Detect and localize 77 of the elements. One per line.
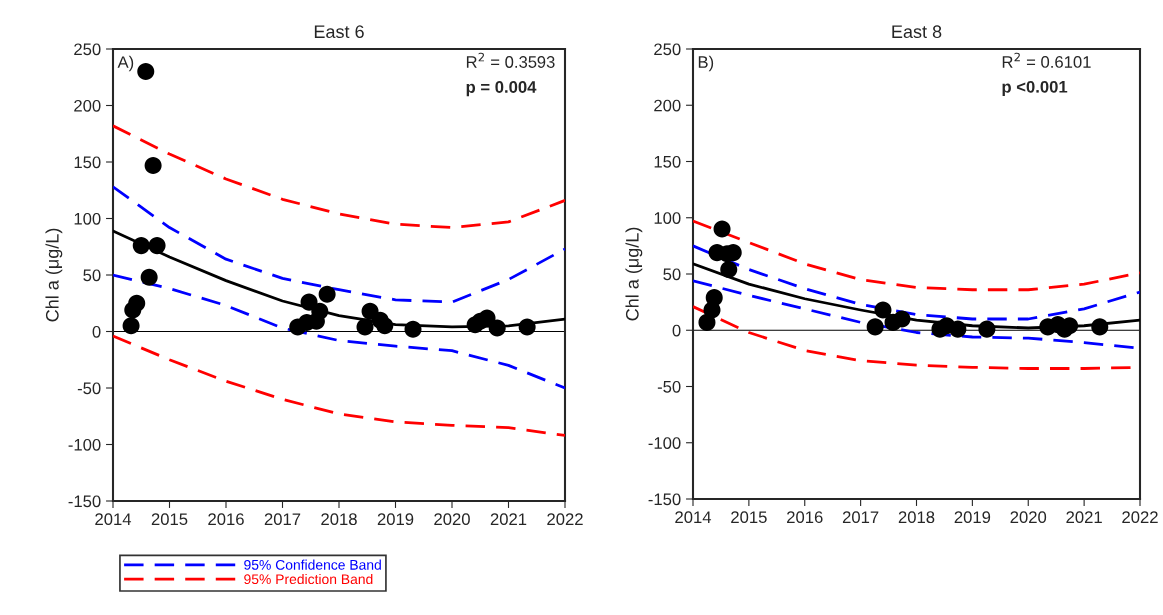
line-series (113, 273, 565, 390)
x-tick-label: 2022 (1122, 511, 1158, 524)
point (866, 318, 884, 336)
y-axis-title: Chl a (μg/L) (45, 228, 63, 322)
chart-title: East 8 (892, 25, 942, 39)
y-tick-label: 200 (74, 99, 101, 112)
x-tick-label: 2019 (377, 513, 414, 526)
y-tick-label: 50 (663, 268, 681, 281)
annotation: R$^{2}$ = 0.3593 (466, 52, 555, 68)
point (893, 310, 911, 328)
text: 95% Confidence Band (244, 559, 381, 570)
y-tick-label: 50 (83, 269, 101, 282)
y-tick-label: -150 (648, 493, 681, 506)
point (318, 285, 336, 303)
y-tick-label: 0 (672, 324, 681, 337)
annotation: B) (698, 55, 714, 72)
x-tick-label: 2019 (954, 511, 991, 524)
point (488, 319, 506, 337)
point (132, 237, 150, 255)
point (144, 156, 162, 174)
y-tick-label: 250 (74, 43, 101, 56)
x-tick-label: 2020 (434, 513, 470, 526)
y-tick-label: 150 (654, 155, 681, 168)
x-tick-label: 2016 (787, 511, 823, 524)
y-tick-label: 0 (92, 325, 101, 338)
point (1091, 318, 1109, 336)
annotation: p <0.001 (1002, 80, 1068, 97)
y-tick-label: -50 (657, 380, 681, 393)
x-tick-label: 2021 (1066, 511, 1102, 524)
line-series (693, 219, 1140, 292)
point (949, 320, 967, 338)
y-tick-label: 100 (654, 212, 681, 224)
y-tick-label: 100 (74, 212, 101, 225)
point (720, 260, 738, 279)
x-tick-label: 2020 (1010, 511, 1047, 524)
annotation: A) (117, 55, 134, 72)
x-tick-label: 2017 (264, 513, 301, 526)
y-tick-label: -100 (68, 438, 101, 451)
y-tick-label: 250 (654, 43, 681, 56)
annotation: p = 0.004 (466, 81, 537, 97)
y-tick-label: -100 (648, 437, 681, 449)
point (356, 318, 374, 336)
x-tick-label: 2021 (490, 513, 527, 526)
y-tick-label: -50 (77, 382, 101, 395)
x-tick-label: 2015 (151, 513, 188, 526)
point (978, 320, 996, 338)
text: 95% Prediction Band (244, 573, 373, 585)
point (311, 302, 329, 320)
annotation: R$^{2}$ = 0.6101 (1002, 52, 1091, 68)
point (713, 220, 731, 238)
chart-title: East 6 (314, 25, 364, 39)
y-tick-label: -150 (68, 495, 101, 508)
line-series (693, 244, 1140, 321)
point (874, 301, 892, 319)
point (518, 318, 536, 336)
x-tick-label: 2022 (547, 513, 583, 526)
x-tick-label: 2014 (95, 513, 132, 526)
point (122, 317, 140, 335)
x-tick-label: 2014 (675, 511, 712, 524)
point (128, 294, 146, 312)
point (148, 237, 166, 255)
y-tick-label: 150 (74, 156, 101, 169)
point (376, 317, 394, 335)
y-tick-label: 200 (654, 99, 681, 112)
point (140, 268, 158, 286)
line-series (113, 124, 565, 229)
x-tick-label: 2018 (321, 513, 357, 526)
point (705, 289, 723, 307)
point (404, 320, 422, 338)
x-tick-label: 2017 (842, 511, 879, 524)
point (137, 63, 155, 81)
x-tick-label: 2018 (898, 511, 935, 524)
y-axis-title: Chl a (μg/L) (625, 227, 643, 321)
x-tick-label: 2016 (208, 513, 244, 526)
x-tick-label: 2015 (731, 511, 767, 524)
line-series (113, 334, 565, 437)
line-series (113, 185, 565, 304)
